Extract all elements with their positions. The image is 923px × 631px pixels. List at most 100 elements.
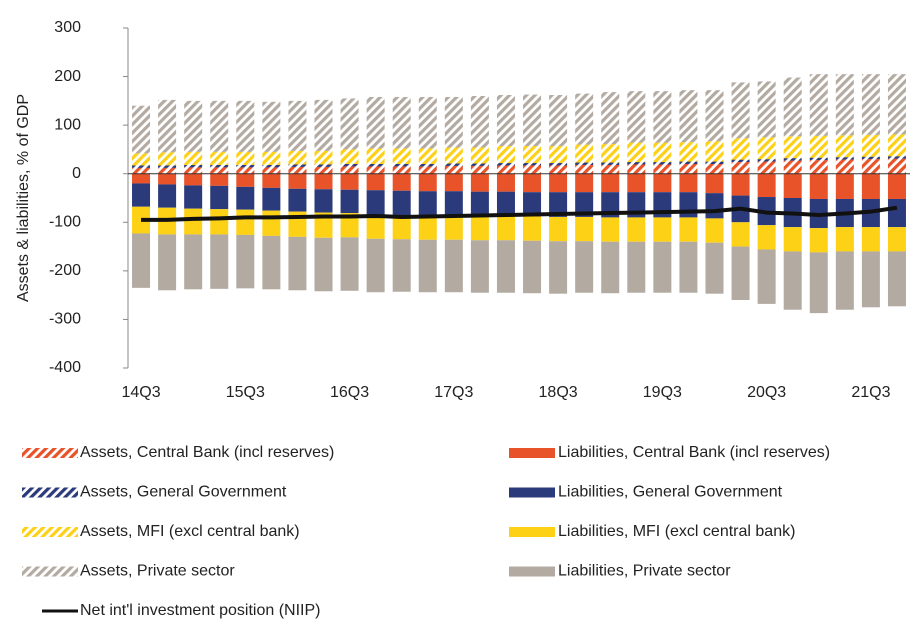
legend-label: Net int'l investment position (NIIP) (80, 602, 320, 619)
x-tick-label: 20Q3 (747, 384, 786, 401)
bar-segment (236, 151, 255, 165)
bar-segment (835, 227, 854, 252)
bar-segment (731, 173, 750, 196)
bar-segment (392, 96, 411, 149)
bar-segment (705, 161, 724, 164)
bar-segment (549, 241, 568, 294)
bar-segment (861, 74, 880, 135)
bar-segment (262, 173, 281, 188)
bar-segment (601, 92, 620, 145)
bar-segment (288, 236, 307, 291)
x-tick-label: 19Q3 (643, 384, 682, 401)
bar-segment (210, 234, 229, 289)
bar-segment (809, 74, 828, 136)
bar-segment (158, 184, 177, 208)
bar-segment (210, 151, 229, 165)
y-tick-label: -200 (49, 262, 81, 279)
bar-segment (861, 173, 880, 199)
bar-segment (366, 164, 385, 167)
bar-segment (366, 190, 385, 215)
bar-segment (757, 159, 776, 162)
bar-segment (887, 158, 906, 174)
bar-segment (705, 164, 724, 174)
bar-segment (809, 173, 828, 199)
bar-segment (262, 235, 281, 290)
x-tick-label: 18Q3 (539, 384, 578, 401)
bar-segment (236, 100, 255, 152)
bar-segment (132, 167, 151, 174)
legend-label: Assets, Private sector (80, 563, 235, 580)
y-tick-label: -100 (49, 214, 81, 231)
legend-swatch (22, 566, 78, 577)
bar-segment (210, 209, 229, 235)
bar-segment (601, 162, 620, 165)
bar-segment (392, 164, 411, 167)
bar-segment (314, 237, 333, 292)
bar-segment (653, 241, 672, 293)
bar-segment (835, 251, 854, 310)
bar-segment (757, 161, 776, 174)
y-tick-label: 300 (54, 19, 81, 36)
legend-swatch (22, 487, 78, 498)
bar-segment (835, 74, 854, 136)
bar-segment (132, 165, 151, 168)
bar-segment (470, 165, 489, 174)
bar-segment (679, 241, 698, 293)
x-tick-label: 16Q3 (330, 384, 369, 401)
bar-segment (392, 215, 411, 240)
bar-segment (809, 157, 828, 161)
bar-segment (887, 251, 906, 307)
bar-segment (262, 210, 281, 236)
bar-segment (236, 173, 255, 187)
bar-segment (653, 162, 672, 165)
bar-segment (314, 164, 333, 167)
bar-segment (575, 144, 594, 163)
bar-segment (549, 165, 568, 174)
bar-segment (705, 242, 724, 294)
legend-swatch (509, 487, 555, 498)
bar-segment (783, 227, 802, 252)
bar-segment (809, 160, 828, 174)
bar-segment (262, 101, 281, 152)
y-tick-label: 0 (72, 165, 81, 182)
bar-segment (627, 173, 646, 193)
y-tick-label: 200 (54, 68, 81, 85)
bar-segment (444, 147, 463, 164)
bar-segment (809, 252, 828, 314)
bar-segment (418, 164, 437, 167)
legend-label: Assets, General Government (80, 484, 287, 501)
bar-segment (392, 173, 411, 191)
bar-segment (887, 156, 906, 159)
bar-segment (835, 159, 854, 174)
bar-segment (653, 217, 672, 242)
y-tick-label: -400 (49, 359, 81, 376)
bar-segment (549, 146, 568, 164)
bar-segment (340, 149, 359, 164)
bar-segment (549, 173, 568, 193)
bar-segment (523, 173, 542, 193)
legend-swatch (509, 448, 555, 458)
bar-segment (601, 217, 620, 242)
bar-segment (496, 146, 515, 164)
bar-segment (679, 161, 698, 164)
bar-segment (731, 162, 750, 174)
bar-segment (184, 164, 203, 168)
legend-swatch (22, 527, 78, 537)
bar-segment (705, 90, 724, 142)
bar-segment (392, 239, 411, 292)
bar-segment (523, 216, 542, 241)
bar-segment (783, 173, 802, 198)
bar-segment (132, 105, 151, 154)
bar-segment (679, 142, 698, 162)
bar-segment (731, 138, 750, 160)
bar-segment (705, 173, 724, 194)
bar-segment (783, 160, 802, 174)
bar-segment (366, 173, 385, 191)
bar-segment (158, 152, 177, 166)
bar-segment (783, 158, 802, 161)
bar-segment (809, 135, 828, 158)
bar-segment (757, 137, 776, 160)
bar-segment (887, 227, 906, 252)
bar-segment (314, 99, 333, 151)
bar-segment (731, 246, 750, 300)
